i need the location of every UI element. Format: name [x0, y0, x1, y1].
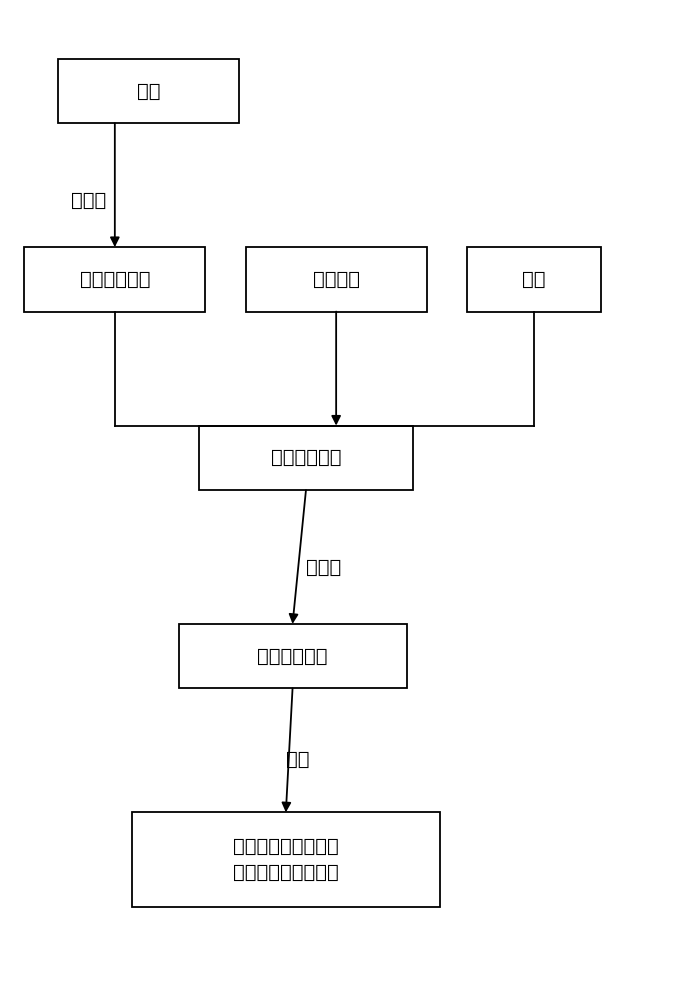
Bar — [24, 247, 205, 312]
Bar — [246, 247, 426, 312]
Text: 第二中间产物: 第二中间产物 — [271, 448, 342, 467]
Text: 第三中间产物: 第三中间产物 — [257, 647, 328, 666]
Bar — [467, 247, 601, 312]
Text: 辅料: 辅料 — [522, 270, 546, 289]
Bar — [58, 59, 239, 123]
Text: 硫化: 硫化 — [286, 750, 310, 769]
Text: 密炼机: 密炼机 — [306, 558, 342, 577]
Bar — [199, 426, 414, 490]
Text: 第一中间产物: 第一中间产物 — [79, 270, 150, 289]
Text: 密炼机: 密炼机 — [71, 191, 107, 210]
Text: 母料: 母料 — [136, 81, 160, 100]
Text: 指示变形温度的温感
变色形状记忆性材料: 指示变形温度的温感 变色形状记忆性材料 — [233, 837, 339, 882]
Bar — [132, 812, 440, 907]
Bar — [179, 624, 407, 688]
Text: 变色颜料: 变色颜料 — [312, 270, 360, 289]
